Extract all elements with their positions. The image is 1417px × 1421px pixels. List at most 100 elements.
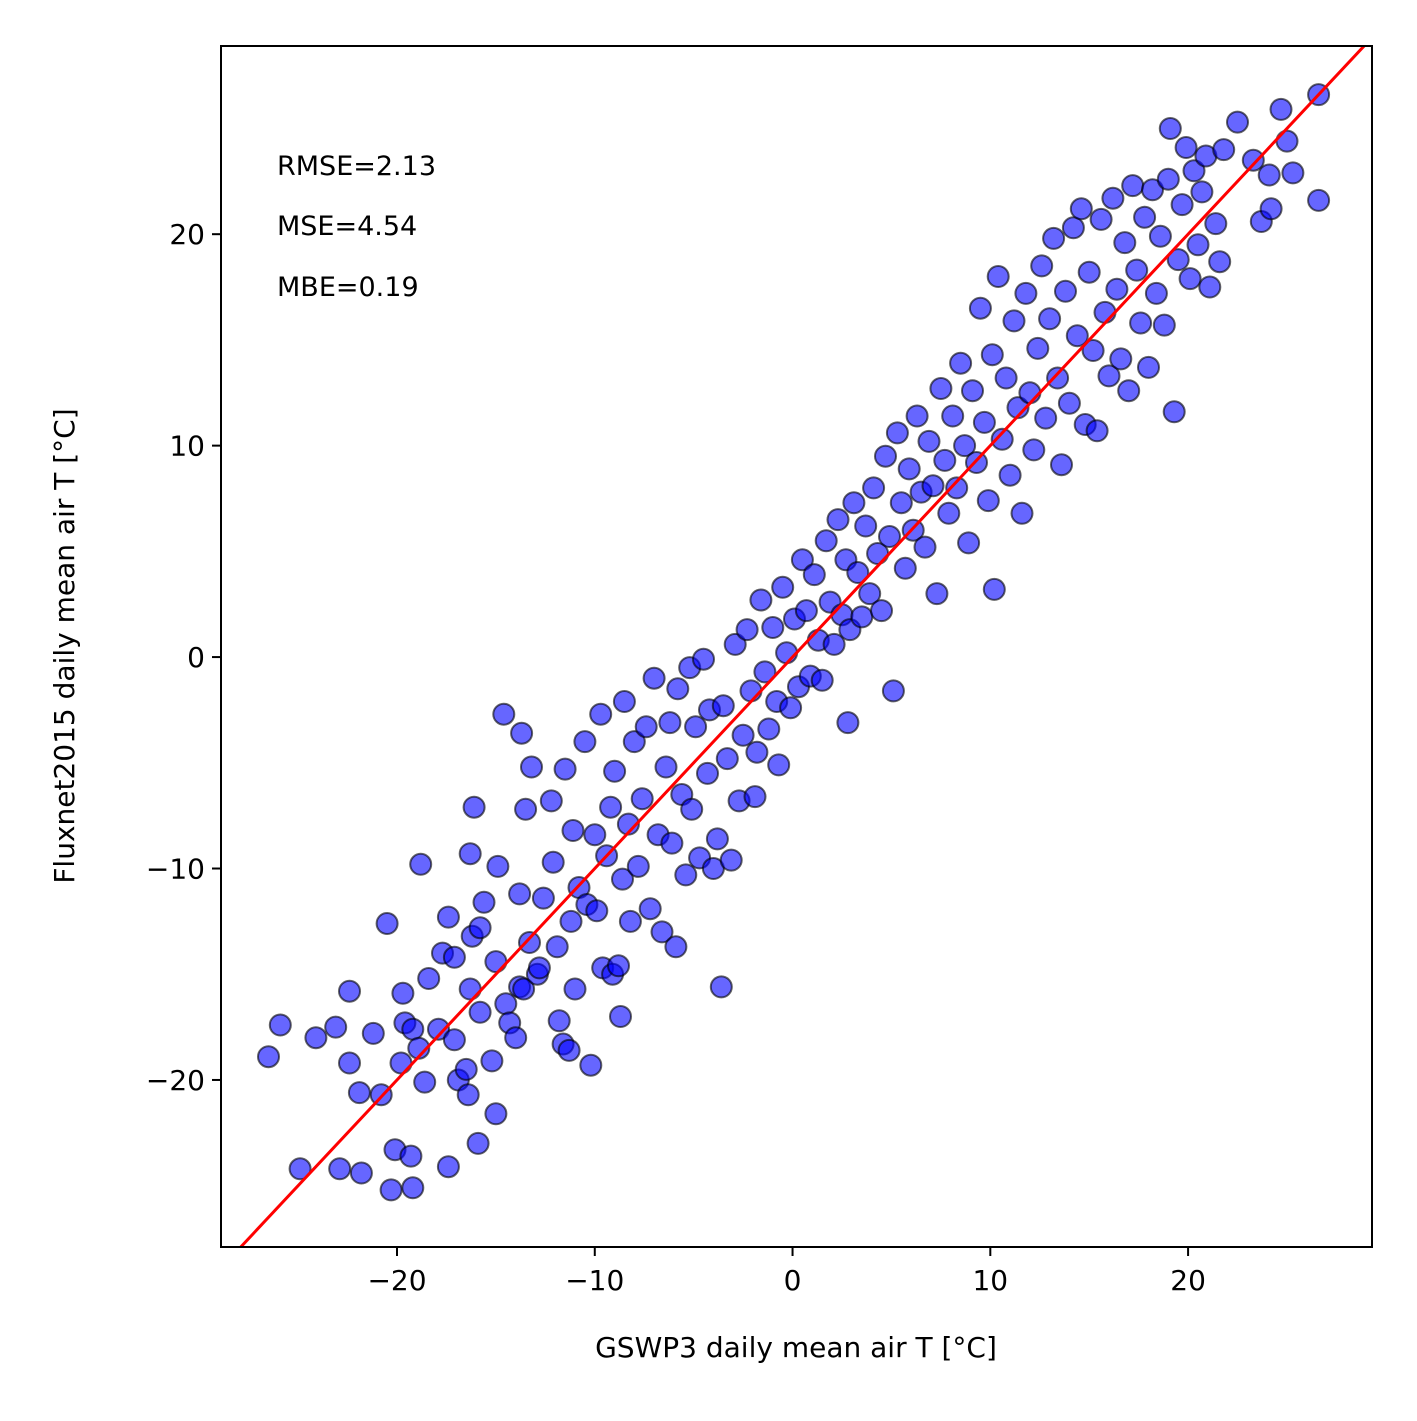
scatter-point-84 [611, 867, 634, 891]
scatter-point-220 [1125, 258, 1149, 282]
scatter-point-149 [846, 561, 870, 584]
scatter-point-115 [719, 848, 743, 872]
scatter-point-222 [1133, 205, 1157, 229]
scatter-point-237 [1190, 180, 1214, 204]
scatter-point-96 [654, 755, 678, 779]
scatter-point-124 [753, 660, 777, 684]
scatter-point-134 [790, 548, 814, 572]
scatter-point-83 [609, 1005, 632, 1028]
scatter-point-114 [715, 747, 739, 771]
scatter-point-225 [1144, 281, 1168, 305]
scatter-point-25 [427, 1017, 450, 1041]
scatter-point-119 [735, 618, 759, 642]
scatter-point-7 [338, 1051, 361, 1075]
scatter-point-175 [949, 351, 973, 375]
scatter-point-161 [893, 556, 917, 580]
scatter-point-203 [1057, 391, 1081, 415]
scatter-point-53 [512, 977, 536, 1001]
scatter-point-51 [508, 882, 532, 906]
scatter-point-33 [456, 1083, 480, 1107]
scatter-point-167 [917, 429, 941, 453]
scatter-point-74 [583, 823, 607, 847]
scatter-point-198 [1038, 307, 1062, 331]
scatter-point-49 [504, 1026, 528, 1050]
scatter-point-40 [468, 916, 492, 940]
scatter-point-157 [878, 525, 901, 548]
scatter-point-150 [850, 605, 874, 629]
scatter-point-9 [349, 1161, 373, 1185]
scatter-point-213 [1097, 364, 1121, 388]
scatter-point-217 [1113, 231, 1137, 255]
scatter-point-250 [1281, 161, 1305, 185]
scatter-point-131 [779, 696, 803, 720]
scatter-point-30 [442, 945, 466, 969]
scatter-point-224 [1141, 178, 1164, 202]
scatter-point-140 [814, 529, 838, 553]
x-tick-label-2: 0 [784, 1264, 802, 1297]
plot-frame [220, 45, 1373, 1248]
scatter-point-75 [585, 899, 609, 923]
scatter-point-162 [897, 457, 921, 481]
scatter-point-221 [1129, 311, 1153, 335]
scatter-point-193 [1018, 381, 1042, 405]
scatter-point-76 [589, 702, 613, 726]
scatter-point-181 [972, 410, 996, 434]
x-tick-label-3: 10 [972, 1264, 1008, 1297]
scatter-point-218 [1117, 379, 1141, 403]
scatter-point-231 [1166, 248, 1190, 272]
scatter-point-113 [711, 694, 735, 718]
scatter-point-4 [324, 1015, 348, 1039]
scatter-point-176 [953, 434, 977, 458]
scatter-point-63 [547, 1009, 571, 1033]
one-to-one-line [238, 46, 1367, 1247]
scatter-point-195 [1026, 336, 1050, 360]
scatter-point-122 [745, 740, 769, 764]
scatter-point-65 [553, 757, 577, 781]
scatter-point-79 [599, 795, 623, 819]
scatter-point-120 [739, 679, 763, 703]
x-axis-ticks: −20 −10 0 10 20 [367, 1247, 1206, 1297]
scatter-point-15 [389, 1051, 413, 1075]
scatter-point-92 [638, 897, 662, 921]
scatter-point-216 [1109, 347, 1133, 371]
scatter-point-208 [1077, 260, 1101, 284]
stat-mbe: MBE=0.19 [277, 272, 419, 303]
scatter-point-228 [1156, 167, 1180, 191]
scatter-point-0 [257, 1045, 280, 1069]
scatter-point-146 [836, 711, 860, 735]
scatter-point-111 [705, 827, 729, 851]
scatter-point-170 [929, 377, 953, 400]
scatter-point-46 [492, 702, 516, 726]
scatter-point-232 [1170, 193, 1194, 217]
scatter-point-20 [401, 1017, 425, 1041]
scatter-point-91 [634, 715, 658, 739]
scatter-point-69 [563, 977, 587, 1001]
scatter-point-8 [347, 1081, 371, 1105]
scatter-point-187 [994, 366, 1018, 390]
scatter-point-214 [1101, 186, 1125, 210]
scatter-point-107 [692, 647, 715, 671]
x-tick-label-0: −20 [367, 1264, 426, 1297]
scatter-point-126 [761, 616, 785, 639]
scatter-point-10 [361, 1021, 385, 1045]
scatter-point-52 [510, 721, 534, 745]
scatter-point-43 [484, 1102, 508, 1126]
scatter-point-239 [1198, 275, 1222, 299]
scatter-point-60 [539, 789, 563, 813]
scatter-point-67 [559, 909, 583, 933]
scatter-point-252 [1307, 188, 1331, 212]
scatter-point-164 [905, 404, 929, 428]
scatter-point-32 [454, 1057, 478, 1081]
stat-rmse: RMSE=2.13 [277, 151, 436, 182]
scatter-point-139 [810, 668, 834, 692]
scatter-point-151 [854, 514, 878, 538]
scatter-point-38 [466, 1131, 490, 1155]
scatter-point-152 [858, 582, 882, 606]
stat-mse: MSE=4.54 [277, 211, 417, 242]
scatter-point-209 [1081, 339, 1105, 362]
scatter-point-58 [527, 956, 551, 980]
scatter-point-39 [468, 1000, 492, 1024]
scatter-point-54 [514, 797, 538, 821]
scatter-point-102 [674, 863, 698, 887]
y-tick-label-1: −10 [146, 853, 205, 886]
